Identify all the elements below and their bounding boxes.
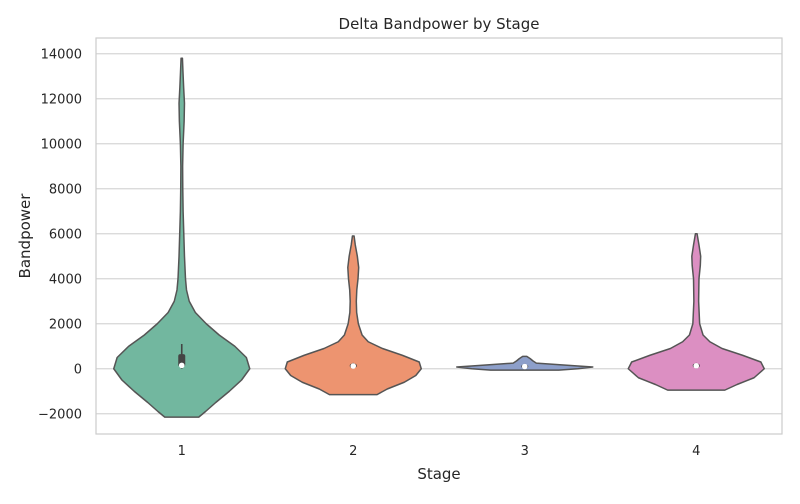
y-tick-label: 4000 — [49, 272, 82, 287]
violin-body-stage-4 — [627, 233, 765, 391]
violin-layer — [113, 57, 765, 418]
violin-body-stage-2 — [284, 235, 422, 396]
x-tick-label: 4 — [692, 444, 700, 459]
violin-median-marker — [350, 363, 357, 369]
violin-median-marker — [178, 362, 185, 369]
chart-title: Delta Bandpower by Stage — [339, 15, 540, 33]
x-tick-label: 3 — [521, 444, 529, 459]
violin-median-marker — [521, 363, 528, 370]
x-tick-label: 2 — [349, 444, 357, 459]
y-axis-label: Bandpower — [16, 193, 34, 279]
violin-median-marker — [693, 363, 700, 369]
y-tick-label: −2000 — [38, 407, 82, 422]
y-tick-label: 6000 — [49, 227, 82, 242]
y-tick-label: 0 — [74, 362, 82, 377]
y-tick-label: 12000 — [41, 92, 82, 107]
violin-body-stage-1 — [113, 57, 251, 418]
y-tick-label: 8000 — [49, 182, 82, 197]
y-tick-label: 2000 — [49, 317, 82, 332]
x-tick-label: 1 — [178, 444, 186, 459]
violin-body-stage-3 — [456, 355, 594, 371]
x-axis-label: Stage — [417, 465, 460, 483]
tick-layer: −2000 0 2000 4000 6000 8000 10000 12000 14000 1 2 3… — [38, 47, 700, 459]
plot-frame — [95, 37, 783, 435]
grid-layer — [96, 53, 782, 415]
y-tick-label: 10000 — [41, 137, 82, 152]
y-tick-label: 14000 — [41, 47, 82, 62]
